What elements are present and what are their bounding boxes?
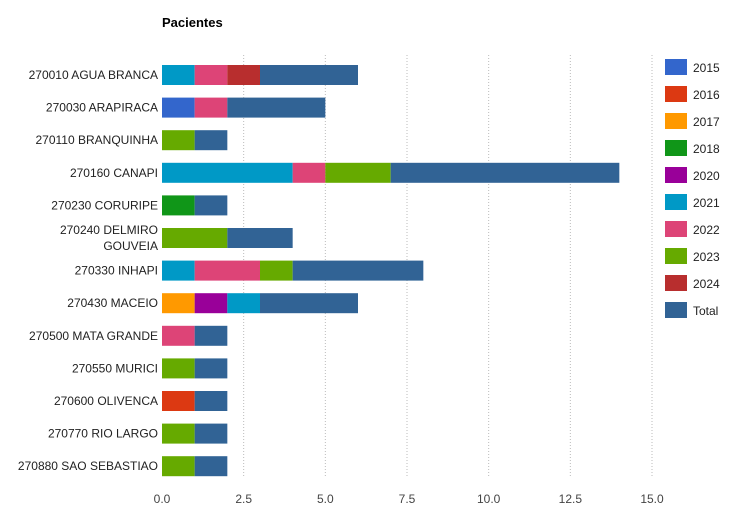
legend-swatch: [665, 113, 687, 129]
bar-segment: [194, 130, 228, 151]
legend-label: 2018: [693, 142, 720, 156]
bar-segment: [325, 162, 391, 183]
legend-label: 2015: [693, 61, 720, 75]
bar-segment: [260, 293, 358, 314]
category-label: 270770 RIO LARGO: [48, 427, 158, 441]
bar-segment: [227, 97, 326, 118]
category-label: 270500 MATA GRANDE: [29, 329, 158, 343]
bar-segment: [390, 162, 620, 183]
legend-swatch: [665, 248, 687, 264]
bar-segment: [162, 195, 195, 216]
legend-label: 2022: [693, 223, 720, 237]
category-label: 270160 CANAPI: [70, 166, 158, 180]
bar-segment: [227, 228, 293, 248]
bar-segment: [162, 228, 228, 248]
bar-segment: [194, 358, 228, 379]
category-labels: 270010 AGUA BRANCA 270030 ARAPIRACA 270110…: [18, 68, 158, 473]
legend-label: 2023: [693, 250, 720, 264]
chart-title: Pacientes: [162, 15, 223, 30]
bar-segment: [162, 391, 195, 411]
x-tick-label: 0.0: [154, 492, 171, 506]
category-label: 270030 ARAPIRACA: [46, 101, 158, 115]
bar-segment: [194, 65, 228, 85]
legend-label: 2024: [693, 277, 720, 291]
legend-label: 2021: [693, 196, 720, 210]
bar-segment: [162, 456, 195, 477]
legend-swatch: [665, 86, 687, 102]
x-tick-label: 2.5: [235, 492, 252, 506]
category-label: 270600 OLIVENCA: [54, 394, 158, 408]
bar-segment: [162, 293, 195, 314]
bar-segment: [194, 325, 228, 346]
legend-label: 2016: [693, 88, 720, 102]
bar-segment: [292, 260, 424, 281]
category-label: 270240 DELMIRO: [60, 223, 158, 237]
legend: 2015 2016 2017 2018 2020 2021 2022 2023 2024 Tota…: [665, 59, 720, 318]
x-tick-label: 10.0: [477, 492, 501, 506]
category-label: 270330 INHAPI: [75, 264, 158, 278]
bar-segment: [194, 423, 228, 444]
category-label: 270430 MACEIO: [67, 296, 158, 310]
category-label: 270880 SAO SEBASTIAO: [18, 459, 158, 473]
bar-segment: [227, 293, 260, 314]
bar-segment: [162, 423, 195, 444]
legend-swatch: [665, 140, 687, 156]
x-tick-label: 7.5: [399, 492, 416, 506]
x-tick-label: 12.5: [559, 492, 583, 506]
bar-segment: [162, 325, 195, 346]
legend-label: 2017: [693, 115, 720, 129]
bar-segment: [194, 260, 260, 281]
bar-segment: [162, 162, 293, 183]
category-label: 270110 BRANQUINHA: [36, 133, 159, 147]
legend-swatch: [665, 194, 687, 210]
bar-segment: [260, 65, 358, 85]
bar-segment: [194, 195, 228, 216]
bar-segment: [162, 97, 195, 118]
legend-label: Total: [693, 304, 718, 318]
x-tick-label: 15.0: [640, 492, 664, 506]
bar-segment: [227, 65, 260, 85]
category-label: 270550 MURICI: [72, 361, 158, 375]
bar-segment: [194, 456, 228, 477]
bar-segment: [194, 391, 228, 411]
bar-segment: [260, 260, 293, 281]
bar-segment: [162, 130, 195, 151]
legend-swatch: [665, 167, 687, 183]
legend-label: 2020: [693, 169, 720, 183]
legend-swatch: [665, 302, 687, 318]
bar-segment: [194, 97, 228, 118]
bar-segment: [194, 293, 228, 314]
category-label: 270010 AGUA BRANCA: [29, 68, 158, 82]
x-tick-label: 5.0: [317, 492, 334, 506]
legend-swatch: [665, 59, 687, 75]
bar-segment: [162, 260, 195, 281]
legend-swatch: [665, 221, 687, 237]
x-axis-ticks: 0.0 2.5 5.0 7.5 10.0 12.5 15.0: [154, 492, 664, 506]
category-label: 270230 CORURIPE: [51, 198, 158, 212]
bars: [162, 65, 620, 477]
bar-segment: [162, 65, 195, 85]
bar-segment: [162, 358, 195, 379]
category-label: GOUVEIA: [103, 239, 158, 253]
bar-segment: [292, 162, 326, 183]
legend-swatch: [665, 275, 687, 291]
